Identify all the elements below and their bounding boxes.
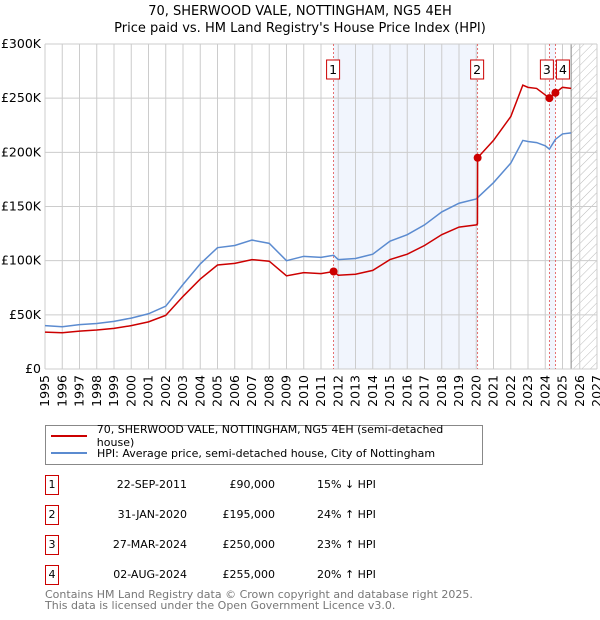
x-tick-label: 2022 bbox=[503, 375, 518, 407]
y-tick-label: £0 bbox=[25, 361, 41, 376]
x-tick-label: 2026 bbox=[572, 375, 587, 407]
x-tick-label: 1998 bbox=[89, 375, 104, 407]
x-tick-label: 2012 bbox=[330, 375, 345, 407]
sale-label-box: 4 bbox=[555, 59, 570, 80]
transaction-hpi-diff: 24% ↑ HPI bbox=[317, 508, 376, 521]
legend-item-property: 70, SHERWOOD VALE, NOTTINGHAM, NG5 4EH (… bbox=[46, 423, 482, 449]
y-tick-label: £300K bbox=[1, 36, 42, 51]
transaction-price: £90,000 bbox=[229, 478, 276, 491]
legend-blue-line bbox=[51, 452, 87, 454]
x-tick-label: 2017 bbox=[417, 375, 432, 407]
sale-label-rect bbox=[539, 59, 554, 80]
x-tick-label: 1996 bbox=[54, 375, 69, 407]
transaction-number: 1 bbox=[45, 475, 59, 495]
transaction-date: 02-AUG-2024 bbox=[113, 568, 187, 581]
x-tick-label: 1995 bbox=[37, 375, 52, 407]
transaction-date: 31-JAN-2020 bbox=[117, 508, 187, 521]
sale-label-box: 1 bbox=[326, 59, 341, 80]
x-tick-label: 2002 bbox=[158, 375, 173, 407]
transaction-date: 22-SEP-2011 bbox=[116, 478, 187, 491]
x-tick-label: 2019 bbox=[451, 375, 466, 407]
x-tick-label: 1997 bbox=[72, 375, 87, 407]
x-tick-label: 2003 bbox=[175, 375, 190, 407]
x-tick-label: 2027 bbox=[589, 375, 600, 407]
footer-licence: This data is licensed under the Open Gov… bbox=[45, 599, 396, 612]
x-tick-label: 2007 bbox=[244, 375, 259, 407]
x-tick-label: 2016 bbox=[399, 375, 414, 407]
sale-label: 1 bbox=[329, 62, 337, 77]
property-price-line bbox=[44, 84, 572, 334]
legend-item-hpi: HPI: Average price, semi-detached house,… bbox=[46, 445, 435, 461]
sale-label: 3 bbox=[543, 62, 551, 77]
sale-label-rect bbox=[555, 59, 570, 80]
transaction-row: 4 02-AUG-2024 £255,000 20% ↑ HPI bbox=[45, 565, 445, 585]
y-tick-label: £200K bbox=[1, 144, 42, 159]
x-tick-label: 2014 bbox=[365, 375, 380, 407]
sale-label-box: 3 bbox=[539, 59, 554, 80]
sale-label-box: 2 bbox=[470, 59, 485, 80]
sale-label-rect bbox=[470, 59, 485, 80]
sale-point bbox=[329, 267, 338, 276]
transaction-hpi-diff: 20% ↑ HPI bbox=[317, 568, 376, 581]
y-tick-label: £100K bbox=[1, 253, 42, 268]
chart-title: 70, SHERWOOD VALE, NOTTINGHAM, NG5 4EH bbox=[148, 4, 452, 19]
x-tick-label: 2025 bbox=[555, 375, 570, 407]
transaction-number: 4 bbox=[45, 565, 59, 585]
x-tick-label: 2009 bbox=[279, 375, 294, 407]
transaction-row: 1 22-SEP-2011 £90,000 15% ↓ HPI bbox=[45, 475, 445, 495]
x-tick-label: 2013 bbox=[348, 375, 363, 407]
x-tick-label: 1999 bbox=[106, 375, 121, 407]
transaction-row: 3 27-MAR-2024 £250,000 23% ↑ HPI bbox=[45, 535, 445, 555]
x-tick-label: 2011 bbox=[313, 375, 328, 407]
x-tick-label: 2000 bbox=[123, 375, 138, 407]
x-tick-label: 2018 bbox=[434, 375, 449, 407]
transaction-number: 2 bbox=[45, 505, 59, 525]
transaction-date: 27-MAR-2024 bbox=[112, 538, 187, 551]
y-tick-label: £150K bbox=[1, 199, 42, 214]
sale-label-rect bbox=[326, 59, 341, 80]
sale-label: 4 bbox=[559, 62, 567, 77]
chart-legend: 70, SHERWOOD VALE, NOTTINGHAM, NG5 4EH (… bbox=[45, 423, 483, 465]
x-tick-label: 2006 bbox=[227, 375, 242, 407]
sale-point bbox=[473, 153, 482, 162]
x-tick-label: 2004 bbox=[192, 375, 207, 407]
x-tick-label: 2020 bbox=[468, 375, 483, 407]
sale-label: 2 bbox=[473, 62, 481, 77]
footer-copyright: Contains HM Land Registry data © Crown c… bbox=[45, 588, 473, 601]
x-tick-label: 2010 bbox=[296, 375, 311, 407]
x-tick-label: 2024 bbox=[537, 375, 552, 407]
y-tick-label: £250K bbox=[1, 90, 42, 105]
x-tick-label: 2021 bbox=[486, 375, 501, 407]
footer: Contains HM Land Registry data © Crown c… bbox=[45, 589, 473, 611]
transaction-row: 2 31-JAN-2020 £195,000 24% ↑ HPI bbox=[45, 505, 445, 525]
sale-point bbox=[545, 94, 554, 103]
y-tick-label: £50K bbox=[9, 307, 42, 322]
chart-subtitle: Price paid vs. HM Land Registry's House … bbox=[114, 21, 486, 36]
x-tick-label: 2015 bbox=[382, 375, 397, 407]
hpi-line bbox=[44, 132, 572, 328]
legend-red-line bbox=[51, 435, 87, 437]
transaction-number: 3 bbox=[45, 535, 59, 555]
transaction-price: £195,000 bbox=[222, 508, 276, 521]
transaction-hpi-diff: 23% ↑ HPI bbox=[317, 538, 376, 551]
x-tick-label: 2008 bbox=[261, 375, 276, 407]
transaction-price: £250,000 bbox=[222, 538, 276, 551]
x-tick-label: 2001 bbox=[141, 375, 156, 407]
sale-point bbox=[551, 88, 560, 97]
price-chart: 1995 1996 1997 1998 1999 2000 2001 2002 2003 2004… bbox=[1, 36, 600, 407]
legend-label-property: 70, SHERWOOD VALE, NOTTINGHAM, NG5 4EH (… bbox=[96, 423, 444, 449]
x-tick-label: 2023 bbox=[520, 375, 535, 407]
x-tick-label: 2005 bbox=[210, 375, 225, 407]
transaction-price: £255,000 bbox=[222, 568, 276, 581]
transaction-hpi-diff: 15% ↓ HPI bbox=[317, 478, 376, 491]
legend-label-hpi: HPI: Average price, semi-detached house,… bbox=[97, 446, 436, 460]
